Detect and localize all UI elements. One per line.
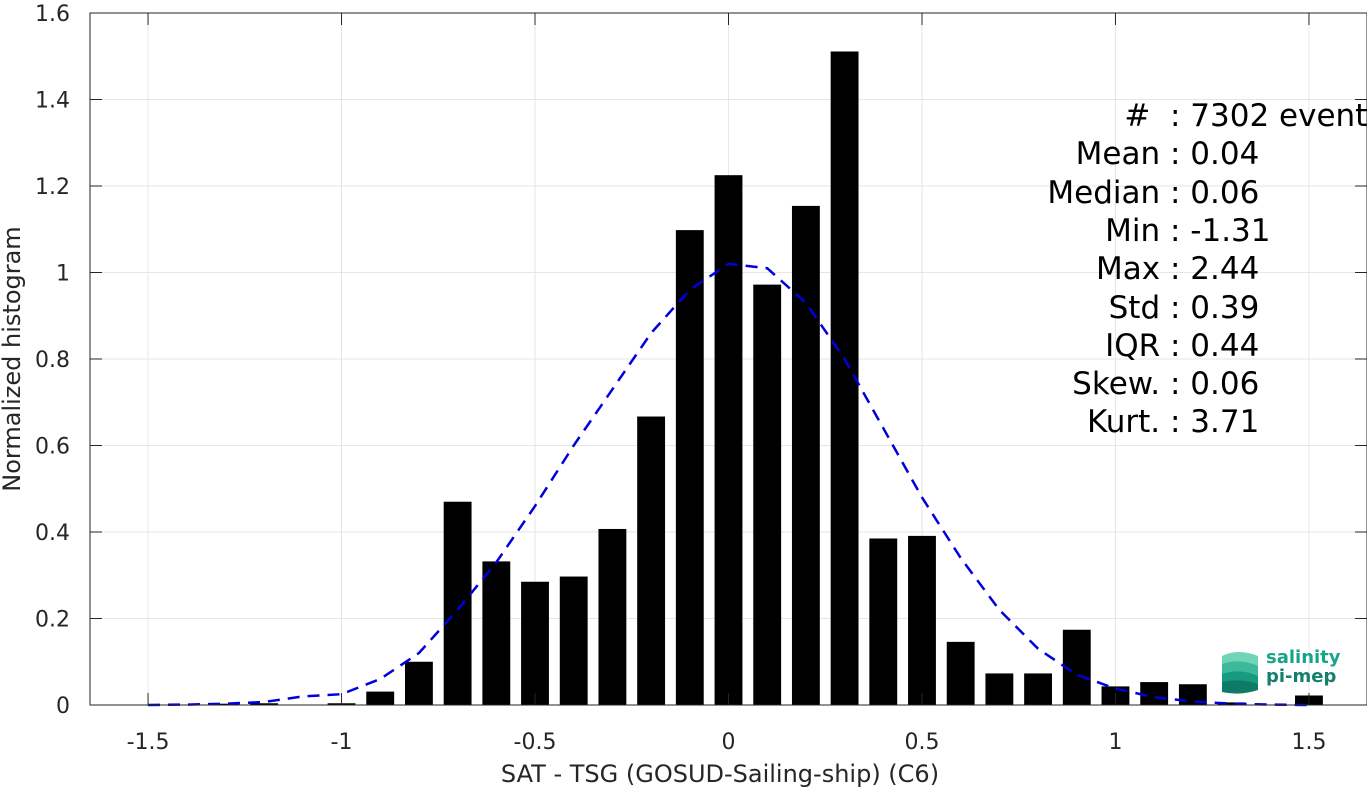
stat-label: Mean bbox=[1075, 136, 1170, 173]
y-tick-label: 0 bbox=[56, 694, 70, 719]
x-tick-label: 1.5 bbox=[1291, 730, 1326, 755]
histogram-bar bbox=[714, 175, 743, 705]
logo-wordmark: salinity pi-mep bbox=[1266, 648, 1341, 686]
histogram-bar bbox=[211, 703, 240, 705]
stat-label: Kurt. bbox=[1086, 404, 1170, 441]
stat-value: : 2.44 bbox=[1170, 251, 1260, 288]
y-tick-label: 1 bbox=[56, 262, 70, 287]
stat-label: IQR bbox=[1105, 327, 1170, 364]
stat-label: Max bbox=[1096, 251, 1170, 288]
x-tick-label: 0.5 bbox=[904, 730, 939, 755]
x-tick-label: -1 bbox=[331, 730, 353, 755]
histogram-bar bbox=[598, 528, 627, 705]
histogram-bar bbox=[1024, 673, 1053, 705]
salinity-pi-mep-logo: salinity pi-mep bbox=[1218, 648, 1348, 696]
y-tick-label: 0.8 bbox=[35, 348, 70, 373]
x-tick-label: 0 bbox=[722, 730, 736, 755]
histogram-bar bbox=[637, 416, 666, 705]
histogram-bar bbox=[482, 561, 511, 705]
histogram-bar bbox=[791, 205, 820, 705]
y-tick-label: 1.2 bbox=[35, 175, 70, 200]
stat-label: Min bbox=[1105, 212, 1170, 249]
stat-value: : 0.06 bbox=[1170, 174, 1260, 211]
histogram-bar bbox=[443, 501, 472, 705]
logo-line-2: pi-mep bbox=[1266, 666, 1337, 687]
axis-ticks: -1.5 -1 -0.5 0 0.5 1 1.5 0 0.2 0.4 0.6 0.8 1 1.2 1.4 1.… bbox=[35, 2, 1367, 755]
histogram-bar bbox=[946, 641, 975, 705]
wave-logo-icon bbox=[1222, 652, 1258, 694]
histogram-bar bbox=[830, 51, 859, 706]
y-tick-label: 0.6 bbox=[35, 435, 70, 460]
x-tick-label: -0.5 bbox=[514, 730, 557, 755]
stat-value: : 0.39 bbox=[1170, 289, 1260, 326]
histogram-bar bbox=[985, 673, 1014, 705]
stat-value: : -1.31 bbox=[1170, 212, 1271, 249]
histogram-bar bbox=[753, 284, 782, 705]
histogram-bar bbox=[1217, 702, 1246, 705]
x-tick-label: 1 bbox=[1108, 730, 1122, 755]
histogram-bar bbox=[559, 576, 588, 705]
histogram-bar bbox=[675, 230, 704, 706]
y-tick-label: 0.4 bbox=[35, 521, 70, 546]
histogram-bar bbox=[521, 581, 549, 705]
histogram-bar bbox=[869, 538, 898, 705]
x-axis-label: SAT - TSG (GOSUD-Sailing-ship) (C6) bbox=[501, 760, 939, 787]
stat-value: : 0.06 bbox=[1170, 366, 1260, 403]
stat-value: : 0.44 bbox=[1170, 327, 1260, 364]
histogram-bar bbox=[366, 691, 395, 705]
histogram-bar bbox=[1140, 682, 1169, 705]
stat-value: : 0.04 bbox=[1170, 136, 1260, 173]
histogram-bar bbox=[250, 703, 279, 705]
histogram-bar bbox=[908, 535, 936, 705]
y-tick-label: 1.4 bbox=[35, 89, 70, 114]
y-axis-label: Normalized histogram bbox=[0, 226, 26, 491]
stat-label: Median bbox=[1047, 174, 1170, 211]
histogram-bars bbox=[211, 51, 1323, 706]
stat-value: : 3.71 bbox=[1170, 404, 1260, 441]
y-tick-label: 1.6 bbox=[35, 2, 70, 27]
histogram-bar bbox=[404, 661, 433, 705]
stat-label: Std bbox=[1108, 289, 1170, 326]
y-tick-label: 0.2 bbox=[35, 608, 70, 633]
x-tick-label: -1.5 bbox=[127, 730, 170, 755]
fit-curve bbox=[147, 262, 1310, 707]
stat-label: # bbox=[1124, 98, 1170, 134]
stat-label: Skew. bbox=[1072, 366, 1170, 403]
logo-line-1: salinity bbox=[1266, 647, 1341, 668]
stat-value: : 7302 events bbox=[1170, 98, 1367, 134]
